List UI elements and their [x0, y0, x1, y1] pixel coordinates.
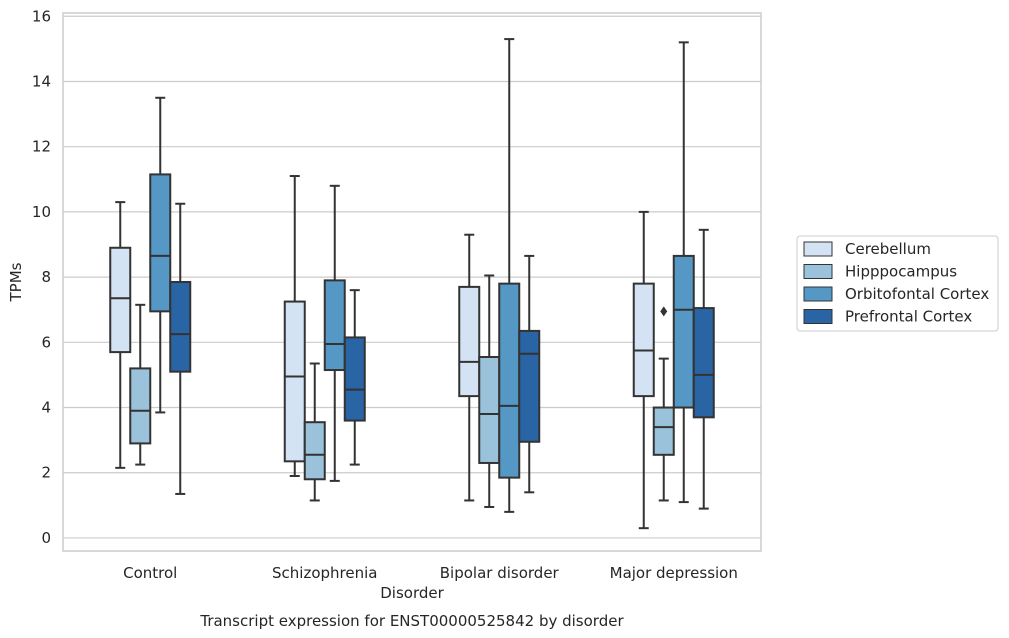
box-prefrontal-cortex-control [169, 202, 192, 495]
y-tick-labels: 0 2 4 6 8 10 12 14 16 [32, 7, 51, 547]
box-body [323, 279, 346, 372]
box-cerebellum-control [109, 201, 132, 469]
box-orbitofontal-cortex-schizophrenia [323, 184, 346, 482]
x-tick-label-bipolar-disorder: Bipolar disorder [440, 564, 560, 582]
box-body [518, 329, 541, 443]
legend-label-hipppocampus: Hipppocampus [845, 263, 957, 281]
x-tick-label-major-depression: Major depression [610, 564, 738, 582]
legend-swatch-hipppocampus [803, 264, 833, 279]
box-body [458, 285, 481, 398]
y-tick-label: 12 [32, 138, 51, 156]
box-cerebellum-bipolar-disorder [458, 233, 481, 502]
plot-frame [62, 12, 762, 552]
box-body [149, 173, 172, 313]
legend-frame [796, 235, 999, 332]
box-orbitofontal-cortex-control [149, 96, 172, 414]
legend-label-cerebellum: Cerebellum [845, 240, 931, 258]
y-tick-label: 14 [32, 72, 51, 90]
y-tick-label: 6 [41, 333, 51, 351]
box-hipppocampus-control [129, 303, 152, 466]
box-body [498, 282, 521, 479]
box-body [343, 336, 366, 422]
box-hipppocampus-schizophrenia [303, 362, 326, 502]
legend-label-prefrontal-cortex: Prefrontal Cortex [845, 308, 972, 326]
box-body [692, 307, 715, 419]
legend-swatch-prefrontal-cortex [803, 309, 833, 324]
box-body [652, 406, 675, 456]
y-tick-label: 0 [41, 529, 51, 547]
box-orbitofontal-cortex-major-depression [672, 41, 695, 504]
legend-label-orbitofontal-cortex: Orbitofontal Cortex [845, 285, 989, 303]
box-cerebellum-schizophrenia [283, 175, 306, 478]
box-body [129, 367, 152, 445]
legend-swatch-cerebellum [803, 241, 833, 257]
box-body [169, 281, 192, 373]
box-body [632, 282, 655, 398]
outlier-point [660, 306, 668, 317]
y-tick-label: 4 [41, 399, 51, 417]
legend: Cerebellum Hipppocampus Orbitofontal Corte… [796, 235, 999, 332]
x-tick-labels: Control Schizophrenia Bipolar disorder Majo… [123, 564, 738, 582]
y-axis-label: TPMs [7, 262, 25, 302]
chart-caption: Transcript expression for ENST0000052584… [199, 612, 624, 630]
x-tick-label-schizophrenia: Schizophrenia [272, 564, 377, 582]
box-body [478, 355, 501, 464]
legend-swatch-orbitofontal-cortex [803, 286, 833, 302]
box-orbitofontal-cortex-bipolar-disorder [498, 38, 521, 513]
y-tick-label: 2 [41, 464, 51, 482]
box-cerebellum-major-depression [632, 210, 655, 530]
box-body [109, 246, 132, 354]
box-hipppocampus-major-depression [652, 306, 675, 502]
x-axis-label: Disorder [380, 584, 444, 602]
box-body [303, 421, 326, 481]
box-body [672, 254, 695, 409]
y-tick-label: 16 [32, 7, 51, 25]
box-prefrontal-cortex-bipolar-disorder [518, 254, 541, 494]
y-tick-label: 10 [32, 203, 51, 221]
y-tick-label: 8 [41, 268, 51, 286]
box-body [283, 300, 306, 463]
box-prefrontal-cortex-major-depression [692, 228, 715, 510]
x-tick-label-control: Control [123, 564, 177, 582]
box-prefrontal-cortex-schizophrenia [343, 289, 366, 466]
box-layer [109, 38, 715, 530]
